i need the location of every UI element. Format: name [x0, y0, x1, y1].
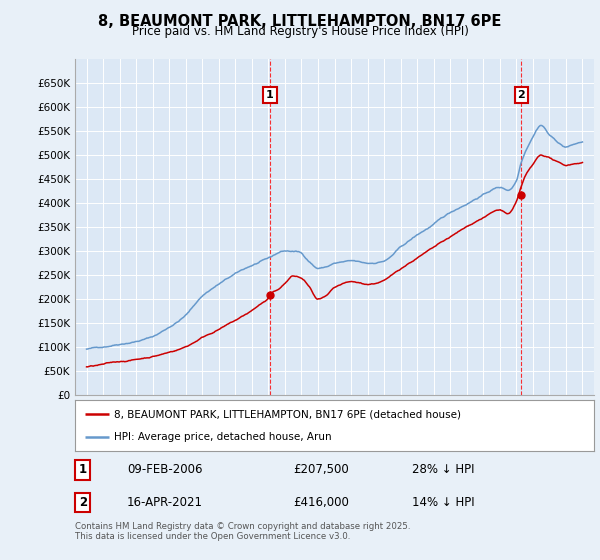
Text: 16-APR-2021: 16-APR-2021: [127, 496, 203, 509]
Text: 8, BEAUMONT PARK, LITTLEHAMPTON, BN17 6PE: 8, BEAUMONT PARK, LITTLEHAMPTON, BN17 6P…: [98, 14, 502, 29]
Text: £207,500: £207,500: [293, 464, 349, 477]
Text: 8, BEAUMONT PARK, LITTLEHAMPTON, BN17 6PE (detached house): 8, BEAUMONT PARK, LITTLEHAMPTON, BN17 6P…: [114, 409, 461, 419]
Text: 2: 2: [79, 496, 87, 509]
Text: 1: 1: [266, 90, 274, 100]
Text: 1: 1: [79, 464, 87, 477]
Text: Contains HM Land Registry data © Crown copyright and database right 2025.
This d: Contains HM Land Registry data © Crown c…: [75, 522, 410, 542]
Text: £416,000: £416,000: [293, 496, 349, 509]
Text: Price paid vs. HM Land Registry's House Price Index (HPI): Price paid vs. HM Land Registry's House …: [131, 25, 469, 38]
Text: 28% ↓ HPI: 28% ↓ HPI: [412, 464, 475, 477]
Text: 09-FEB-2006: 09-FEB-2006: [127, 464, 202, 477]
Text: 14% ↓ HPI: 14% ↓ HPI: [412, 496, 475, 509]
Text: HPI: Average price, detached house, Arun: HPI: Average price, detached house, Arun: [114, 432, 332, 442]
Text: 2: 2: [517, 90, 525, 100]
